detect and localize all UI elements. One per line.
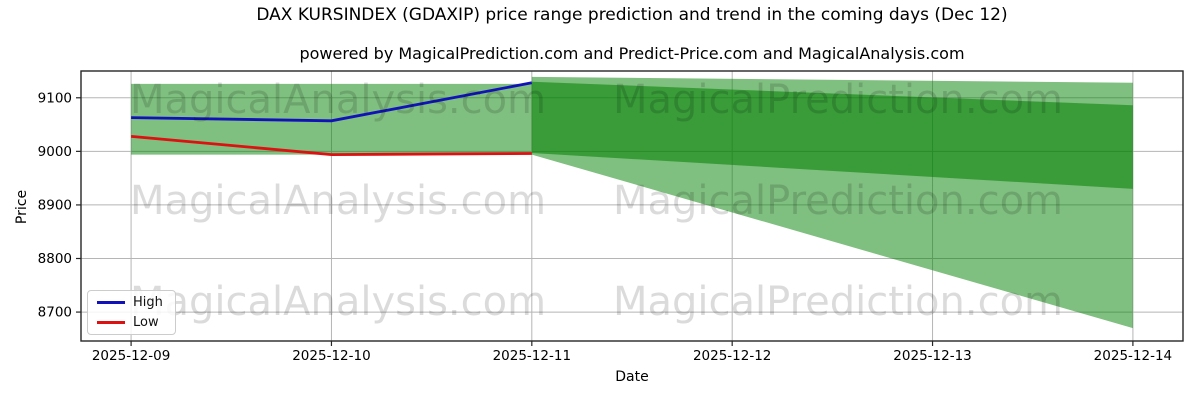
y-tick-label: 8700 [38, 305, 72, 321]
watermark-text: MagicalAnalysis.com [130, 178, 546, 224]
plot-border [80, 70, 1184, 342]
y-tick-label: 9100 [38, 90, 72, 106]
y-tick-label: 8900 [38, 197, 72, 213]
legend-label-low: Low [133, 315, 159, 330]
forecast-inner-band [531, 81, 1133, 189]
watermark-text: MagicalAnalysis.com [130, 77, 546, 123]
x-tick-label: 2025-12-10 [292, 348, 370, 364]
watermark-text: MagicalAnalysis.com [130, 279, 546, 325]
y-axis-label: Price [14, 189, 30, 225]
legend-item-high: High [97, 296, 163, 309]
y-tick-label: 9000 [38, 144, 72, 160]
legend-item-low: Low [97, 316, 163, 329]
low-line-swatch [97, 321, 125, 324]
x-tick-label: 2025-12-13 [893, 348, 971, 364]
legend: High Low [87, 290, 176, 335]
low-line [130, 135, 532, 157]
legend-label-high: High [133, 295, 163, 310]
watermark-text: MagicalPrediction.com [613, 279, 1063, 325]
x-axis-label: Date [615, 369, 649, 385]
chart-subtitle: powered by MagicalPrediction.com and Pre… [299, 44, 965, 63]
x-tick-label: 2025-12-11 [493, 348, 571, 364]
x-tick-label: 2025-12-09 [92, 348, 170, 364]
high-line [131, 81, 533, 123]
watermark-text: MagicalPrediction.com [613, 178, 1063, 224]
x-tick-label: 2025-12-14 [1094, 348, 1172, 364]
x-tick-label: 2025-12-12 [693, 348, 771, 364]
watermark-text: MagicalPrediction.com [613, 77, 1063, 123]
high-line-swatch [97, 301, 125, 304]
y-tick-label: 8800 [38, 251, 72, 267]
chart-title: DAX KURSINDEX (GDAXIP) price range predi… [256, 5, 1008, 25]
